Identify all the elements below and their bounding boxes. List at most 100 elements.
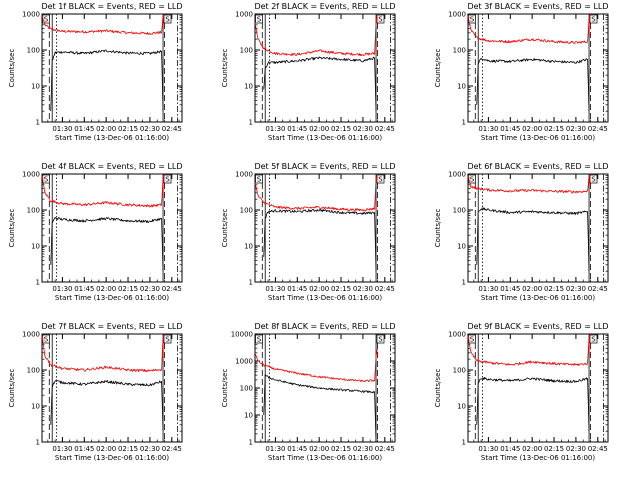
x-tick-label: 02:00 [522, 285, 542, 293]
x-tick-label: 02:30 [566, 445, 586, 453]
y-axis-label: Counts/sec [434, 209, 442, 248]
x-tick-label: 01:30 [52, 285, 72, 293]
x-tick-label: 02:00 [309, 285, 329, 293]
saa-marker-label: S [44, 176, 49, 184]
x-tick-label: 01:45 [74, 445, 94, 453]
saa-marker-box [163, 334, 172, 344]
series-lld-line [41, 173, 165, 208]
saa-marker-label: S [165, 16, 170, 24]
y-axis-label: Counts/sec [434, 369, 442, 408]
x-axis-label: Start Time (13-Dec-06 01:16:00) [481, 454, 595, 462]
saa-marker-label: S [44, 336, 49, 344]
y-tick-label: 1000 [22, 171, 40, 179]
series-lld-line [41, 13, 165, 35]
x-tick-label: 02:00 [309, 125, 329, 133]
saa-marker-label: S [257, 176, 262, 184]
x-tick-label: 01:30 [478, 125, 498, 133]
chart-title: Det 9f BLACK = Events, RED = LLD [467, 322, 608, 331]
x-tick-label: 02:45 [375, 445, 395, 453]
saa-marker-box [376, 14, 385, 24]
x-axis-label: Start Time (13-Dec-06 01:16:00) [268, 454, 382, 462]
y-tick-label: 1000 [448, 331, 466, 339]
chart-title: Det 7f BLACK = Events, RED = LLD [41, 322, 182, 331]
chart-title: Det 6f BLACK = Events, RED = LLD [467, 162, 608, 171]
chart-det-4: Det 4f BLACK = Events, RED = LLD 1 10 100 10… [8, 162, 183, 302]
x-tick-label: 02:45 [588, 125, 608, 133]
x-tick-label: 02:00 [96, 285, 116, 293]
plot-frame [467, 333, 609, 443]
saa-marker-box [376, 334, 385, 344]
y-tick-label: 1 [36, 279, 40, 287]
y-tick-label: 100 [240, 47, 253, 55]
x-tick-label: 02:30 [566, 125, 586, 133]
x-tick-label: 02:15 [331, 445, 351, 453]
plot-frame [254, 173, 396, 283]
plot-frame [254, 13, 396, 123]
saa-marker-label: S [470, 16, 475, 24]
x-tick-label: 02:45 [588, 445, 608, 453]
x-tick-label: 01:45 [74, 125, 94, 133]
plot-frame [467, 13, 609, 123]
series-lld-line [467, 13, 591, 44]
y-tick-label: 10 [244, 412, 253, 420]
y-tick-label: 1 [249, 439, 253, 447]
y-tick-label: 10 [31, 243, 40, 251]
x-tick-label: 01:45 [287, 445, 307, 453]
y-tick-label: 10 [244, 243, 253, 251]
series-events-line [476, 57, 590, 112]
x-tick-label: 01:30 [52, 445, 72, 453]
series-events-line [263, 208, 377, 272]
x-axis-label: Start Time (13-Dec-06 01:16:00) [268, 134, 382, 142]
y-tick-label: 100 [240, 385, 253, 393]
saa-marker-box [589, 334, 598, 344]
plot-frame [41, 333, 183, 443]
x-tick-label: 02:30 [353, 125, 373, 133]
y-axis-label: Counts/sec [434, 49, 442, 88]
chart-title: Det 2f BLACK = Events, RED = LLD [254, 2, 395, 11]
x-axis-label: Start Time (13-Dec-06 01:16:00) [55, 294, 169, 302]
series-events-line [50, 49, 164, 112]
saa-marker-label: S [165, 176, 170, 184]
x-tick-label: 01:45 [287, 285, 307, 293]
x-axis-label: Start Time (13-Dec-06 01:16:00) [481, 134, 595, 142]
y-tick-label: 100 [27, 367, 40, 375]
y-tick-label: 100 [27, 207, 40, 215]
chart-title: Det 1f BLACK = Events, RED = LLD [41, 2, 182, 11]
series-events-line [263, 56, 377, 112]
saa-marker-label: S [591, 176, 596, 184]
x-tick-label: 02:00 [96, 125, 116, 133]
saa-marker-label: S [591, 336, 596, 344]
y-axis-label: Counts/sec [221, 49, 229, 88]
y-tick-label: 1000 [448, 171, 466, 179]
y-tick-label: 1000 [235, 358, 253, 366]
plot-frame [41, 13, 183, 123]
saa-marker-label: S [378, 176, 383, 184]
y-tick-label: 1 [462, 119, 466, 127]
x-tick-label: 02:00 [96, 445, 116, 453]
saa-marker-label: S [470, 176, 475, 184]
series-lld-line [254, 13, 378, 57]
chart-det-5: Det 5f BLACK = Events, RED = LLD 1 10 100 10… [221, 162, 396, 302]
y-tick-label: 100 [453, 207, 466, 215]
x-tick-label: 02:00 [522, 125, 542, 133]
y-tick-label: 10000 [231, 331, 253, 339]
x-tick-label: 01:45 [500, 445, 520, 453]
x-axis-label: Start Time (13-Dec-06 01:16:00) [481, 294, 595, 302]
series-lld-line [41, 333, 165, 373]
saa-marker-label: S [257, 16, 262, 24]
y-tick-label: 1 [249, 119, 253, 127]
series-events-line [263, 373, 377, 443]
x-tick-label: 02:15 [544, 125, 564, 133]
x-tick-label: 02:30 [353, 285, 373, 293]
x-tick-label: 02:45 [375, 285, 395, 293]
y-tick-label: 1 [249, 279, 253, 287]
y-tick-label: 1000 [22, 11, 40, 19]
y-tick-label: 10 [31, 403, 40, 411]
x-tick-label: 01:30 [265, 125, 285, 133]
plot-frame [41, 173, 183, 283]
chart-det-3: Det 3f BLACK = Events, RED = LLD 1 10 100 10… [434, 2, 609, 142]
y-axis-label: Counts/sec [8, 369, 16, 408]
x-tick-label: 02:45 [162, 125, 182, 133]
y-tick-label: 100 [453, 47, 466, 55]
series-events-line [50, 380, 164, 432]
